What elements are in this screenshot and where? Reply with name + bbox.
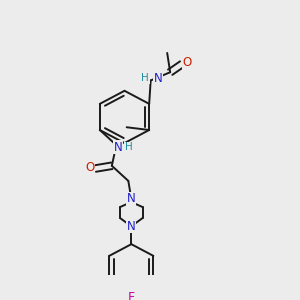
Text: N: N — [127, 220, 136, 233]
Text: N: N — [154, 72, 162, 85]
Text: O: O — [182, 56, 192, 69]
Text: H: H — [125, 142, 133, 152]
Text: N: N — [113, 141, 122, 154]
Text: F: F — [128, 290, 135, 300]
Text: N: N — [127, 192, 136, 205]
Text: O: O — [85, 161, 94, 174]
Text: H: H — [141, 73, 149, 83]
